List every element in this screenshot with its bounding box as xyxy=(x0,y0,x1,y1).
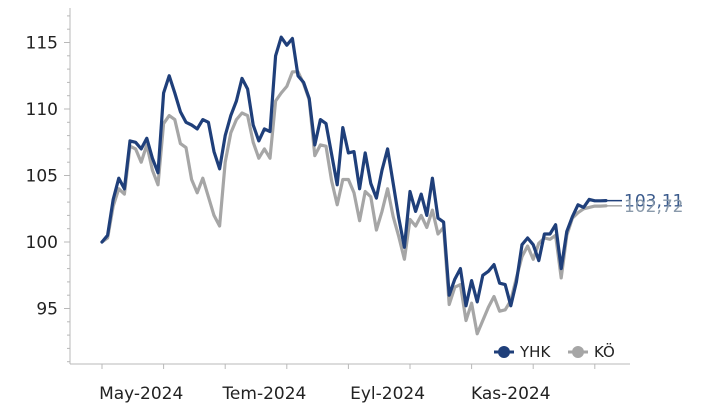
y-tick-label: 115 xyxy=(26,34,58,54)
x-tick-label: May-2024 xyxy=(99,384,183,404)
legend-label-yhk: YHK xyxy=(519,343,551,361)
legend-marker xyxy=(572,346,584,358)
x-tick-label: Kas-2024 xyxy=(471,384,551,404)
y-tick-label: 100 xyxy=(26,233,58,253)
x-tick-label: Tem-2024 xyxy=(221,384,306,404)
y-tick-label: 95 xyxy=(36,300,58,320)
legend-marker xyxy=(498,346,510,358)
y-tick-label: 105 xyxy=(26,167,58,187)
y-axis-tick-labels: 95 100 105 110 115 xyxy=(26,34,58,320)
series-lines xyxy=(100,35,608,336)
legend: YHK KÖ xyxy=(494,342,615,361)
y-tick-label: 110 xyxy=(26,100,58,120)
series-line-yhk xyxy=(100,35,608,308)
series-line-ko xyxy=(100,70,608,336)
end-label-yhk: 103,11 xyxy=(624,192,683,212)
end-label-ko: 102,72 xyxy=(624,197,683,217)
chart-axes xyxy=(64,8,630,369)
x-axis-tick-labels: May-2024 Tem-2024 Eyl-2024 Kas-2024 xyxy=(99,384,550,404)
legend-label-ko: KÖ xyxy=(594,342,615,361)
x-tick-label: Eyl-2024 xyxy=(350,384,425,404)
